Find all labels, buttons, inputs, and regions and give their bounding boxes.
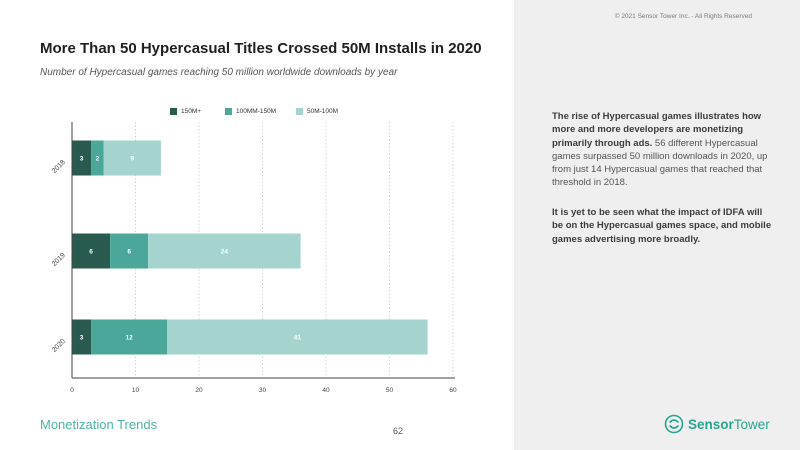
- logo-text-rest: Tower: [733, 416, 770, 432]
- legend-swatch-50m-100m: [296, 108, 303, 115]
- data-label-2019-series-1: 6: [89, 249, 93, 256]
- commentary-paragraph-1-bold: The rise of Hypercasual games illustrate…: [552, 111, 762, 149]
- data-label-2020-series-3: 41: [294, 335, 302, 342]
- bar-2019-series-3: [148, 233, 301, 269]
- copyright-notice: © 2021 Sensor Tower Inc. - All Rights Re…: [614, 13, 752, 20]
- bar-2018-series-1: [72, 140, 92, 176]
- legend-swatch-150m-plus: [170, 108, 177, 115]
- category-label-2018: 2018: [51, 159, 67, 175]
- bar-2020-series-2: [91, 319, 168, 355]
- x-tick-label-10: 10: [132, 387, 140, 394]
- category-label-2020: 2020: [51, 338, 67, 354]
- data-label-2020-series-2: 12: [126, 335, 134, 342]
- bar-2018-series-3: [103, 140, 161, 176]
- legend-label-150m-plus: 150M+: [181, 108, 202, 115]
- x-tick-label-0: 0: [70, 387, 74, 394]
- x-tick-label-30: 30: [259, 387, 267, 394]
- data-label-2018-series-3: 9: [131, 156, 135, 163]
- sensor-tower-logo-icon: [664, 414, 684, 434]
- legend-item-50m-100m: 50M-100M: [296, 108, 338, 115]
- commentary-paragraph-2: It is yet to be seen what the impact of …: [552, 206, 772, 246]
- bar-2020-series-1: [72, 319, 92, 355]
- x-tick-label-60: 60: [449, 387, 457, 394]
- x-tick-label-50: 50: [386, 387, 394, 394]
- logo-text-bold: Sensor: [688, 416, 734, 432]
- x-tick-label-20: 20: [195, 387, 203, 394]
- bar-2020-series-3: [167, 319, 428, 355]
- commentary-panel: [514, 0, 800, 450]
- legend-label-100m-150m: 100MM-150M: [236, 108, 277, 115]
- data-label-2020-series-1: 3: [80, 335, 84, 342]
- data-label-2018-series-2: 2: [96, 156, 100, 163]
- legend-item-100m-150m: 100MM-150M: [225, 108, 276, 115]
- bar-2019-series-1: [72, 233, 111, 269]
- page-number: 62: [393, 426, 404, 436]
- commentary-paragraph-2-bold: It is yet to be seen what the impact of …: [552, 207, 772, 245]
- section-label: Monetization Trends: [40, 417, 158, 432]
- legend-swatch-100m-150m: [225, 108, 232, 115]
- stacked-bar-chart: 3 2 9 2018 6 6 24 2019 3 12 41 2020 0 10 20 30 40 50 60: [51, 122, 457, 394]
- commentary-paragraph-1: The rise of Hypercasual games illustrate…: [552, 110, 772, 190]
- data-label-2018-series-1: 3: [80, 156, 84, 163]
- x-tick-label-40: 40: [322, 387, 330, 394]
- legend-label-50m-100m: 50M-100M: [307, 108, 339, 115]
- logo-text: SensorTower: [688, 417, 770, 432]
- category-label-2019: 2019: [51, 252, 67, 268]
- bar-2019-series-2: [110, 233, 149, 269]
- sensor-tower-logo: SensorTower: [664, 414, 770, 434]
- commentary-paragraph-1-rest: 56 different Hypercasual games surpassed…: [552, 137, 768, 189]
- bar-2018-series-2: [91, 140, 104, 176]
- data-label-2019-series-2: 6: [127, 249, 131, 256]
- legend-item-150m-plus: 150M+: [170, 108, 201, 115]
- page-title: More Than 50 Hypercasual Titles Crossed …: [40, 40, 482, 57]
- data-label-2019-series-3: 24: [221, 249, 229, 256]
- chart-subtitle: Number of Hypercasual games reaching 50 …: [40, 67, 398, 78]
